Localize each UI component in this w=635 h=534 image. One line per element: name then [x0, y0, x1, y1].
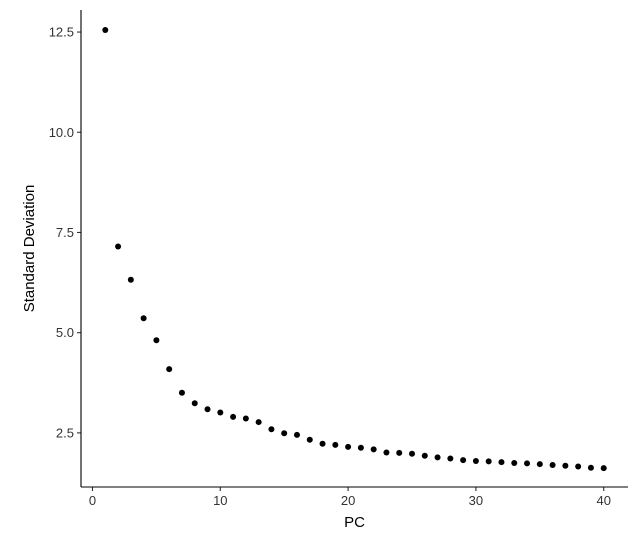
data-point	[242, 415, 249, 422]
data-point	[191, 400, 198, 407]
data-point	[345, 443, 352, 450]
data-point	[434, 454, 441, 461]
y-tick-label: 2.5	[56, 425, 74, 440]
data-point	[575, 463, 582, 470]
data-point	[140, 315, 147, 322]
data-point	[396, 449, 403, 456]
data-point	[549, 461, 556, 468]
x-axis-title: PC	[344, 514, 365, 531]
data-point	[357, 444, 364, 451]
data-point	[536, 461, 543, 468]
data-points	[102, 27, 607, 472]
data-point	[153, 337, 160, 344]
data-point	[562, 462, 569, 469]
x-tick-label: 10	[213, 493, 227, 508]
data-point	[460, 457, 467, 464]
data-point	[115, 243, 122, 250]
data-point	[332, 441, 339, 448]
data-point	[255, 419, 262, 426]
data-point	[383, 449, 390, 456]
data-point	[421, 452, 428, 459]
data-point	[319, 440, 326, 447]
y-tick-label: 5.0	[56, 325, 74, 340]
data-point	[306, 436, 313, 443]
x-tick-label: 20	[341, 493, 355, 508]
x-axis-ticks: 0 10 20 30 40	[89, 487, 611, 508]
y-tick-label: 7.5	[56, 225, 74, 240]
data-point	[166, 366, 173, 373]
data-point	[447, 455, 454, 462]
data-point	[293, 431, 300, 438]
data-point	[204, 406, 211, 413]
data-point	[230, 413, 237, 420]
data-point	[587, 464, 594, 471]
y-tick-label: 12.5	[49, 25, 74, 40]
data-point	[472, 457, 479, 464]
data-point	[409, 450, 416, 457]
data-point	[217, 409, 224, 416]
data-point	[600, 465, 607, 472]
data-point	[178, 389, 185, 396]
x-tick-label: 0	[89, 493, 96, 508]
data-point	[370, 446, 377, 453]
x-tick-label: 40	[596, 493, 610, 508]
data-point	[268, 426, 275, 433]
data-point	[511, 459, 518, 466]
y-axis-ticks: 2.5 5.0 7.5 10.0 12.5	[49, 25, 81, 440]
data-point	[127, 276, 134, 283]
y-tick-label: 10.0	[49, 125, 74, 140]
data-point	[498, 459, 505, 466]
x-tick-label: 30	[469, 493, 483, 508]
data-point	[102, 27, 109, 34]
data-point	[524, 460, 531, 467]
y-axis-title: Standard Deviation	[21, 185, 38, 313]
data-point	[281, 430, 288, 437]
data-point	[485, 458, 492, 465]
